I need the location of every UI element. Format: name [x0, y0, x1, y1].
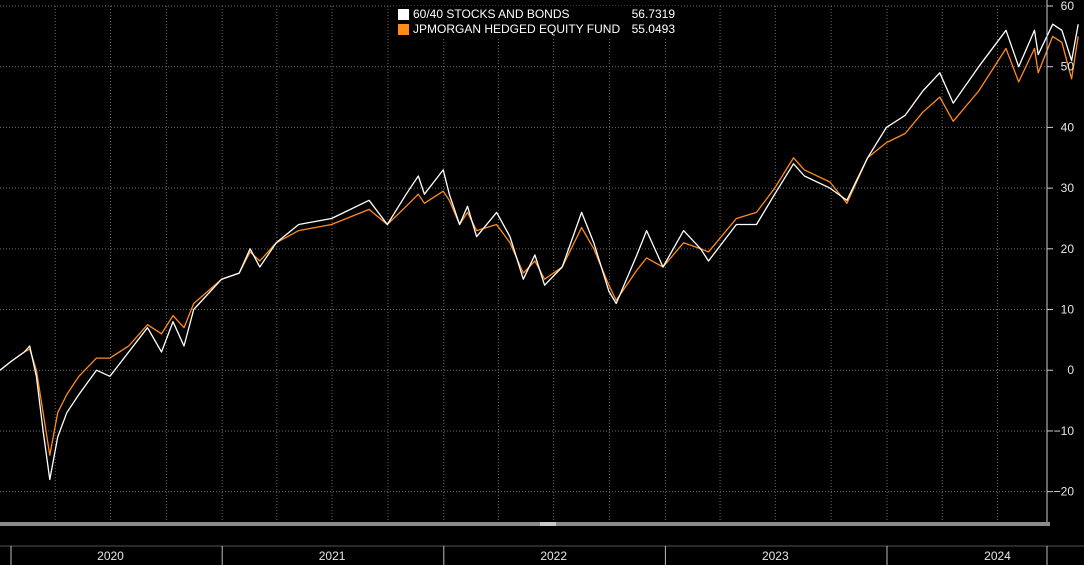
legend: 60/40 STOCKS AND BONDS 56.7319 JPMORGAN …: [394, 6, 679, 39]
x-tick-label: 2022: [540, 549, 567, 563]
x-tick-label: 2024: [984, 549, 1011, 563]
x-tick-label: 2020: [97, 549, 124, 563]
y-tick-label: 30: [1061, 181, 1075, 195]
y-tick-label: −20: [1054, 485, 1075, 499]
y-tick-label: 0: [1067, 363, 1074, 377]
x-axis: 2020 2021 2022 2023 2024: [0, 522, 1084, 565]
y-tick-label: −10: [1054, 424, 1075, 438]
x-tick-label: 2023: [762, 549, 789, 563]
y-tick-label: 50: [1061, 60, 1075, 74]
legend-swatch: [398, 9, 409, 20]
legend-series-value: 56.7319: [631, 7, 675, 21]
legend-series-name: JPMORGAN HEDGED EQUITY FUND: [413, 22, 621, 36]
timeline-band: [0, 522, 1050, 526]
series-lines: [0, 23, 1079, 481]
series-line-1: [0, 35, 1079, 456]
y-tick-label: 20: [1061, 242, 1075, 256]
y-axis: −20 −10 0 10 20 30 40 50 60: [1046, 0, 1075, 522]
legend-entry: 60/40 STOCKS AND BONDS 56.7319: [398, 7, 675, 22]
legend-entry: JPMORGAN HEDGED EQUITY FUND 55.0493: [398, 22, 675, 37]
timeline-handle: [540, 522, 556, 526]
y-tick-label: 10: [1061, 303, 1075, 317]
y-tick-label: 60: [1061, 0, 1075, 13]
y-tick-label: 40: [1061, 120, 1075, 134]
series-line-0: [0, 23, 1079, 481]
legend-series-value: 55.0493: [631, 22, 675, 36]
x-tick-label: 2021: [319, 549, 346, 563]
legend-swatch: [398, 24, 409, 35]
legend-series-name: 60/40 STOCKS AND BONDS: [413, 7, 570, 21]
grid: [0, 5, 1047, 522]
